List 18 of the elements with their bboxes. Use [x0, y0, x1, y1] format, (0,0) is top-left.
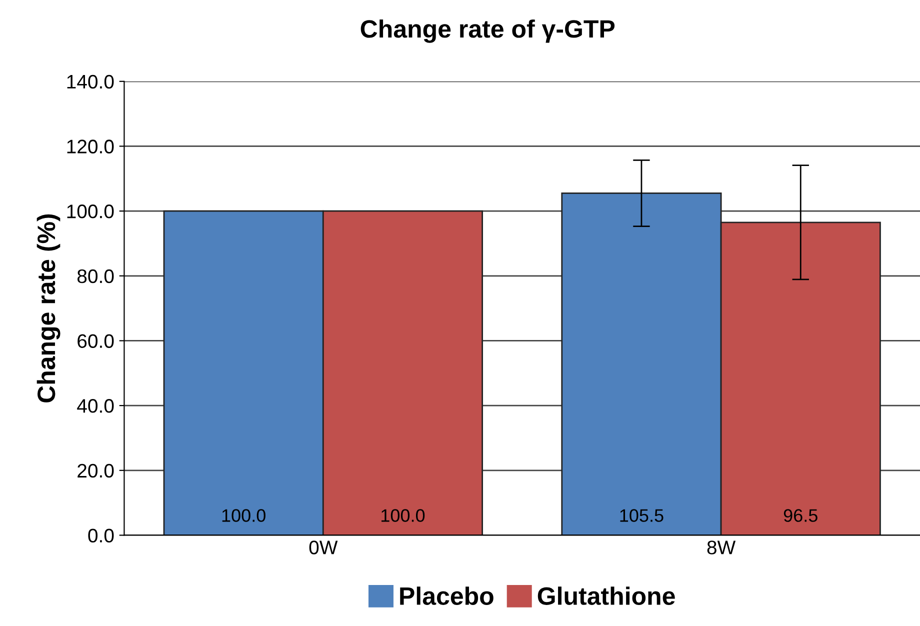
- legend-label: Glutathione: [538, 586, 675, 605]
- y-tick-label: 20.0: [78, 464, 114, 478]
- y-tick-label: 40.0: [77, 399, 114, 413]
- y-tick-label: 140.0: [67, 74, 114, 89]
- y-tick-label: 120.0: [67, 140, 114, 154]
- legend-label: Placebo: [400, 586, 494, 605]
- x-tick-label: 0W: [309, 540, 338, 554]
- y-tick-label: 80.0: [77, 269, 114, 284]
- y-tick-label: 100.0: [67, 204, 114, 218]
- data-label: 96.5: [784, 509, 818, 522]
- data-label: 100.0: [382, 509, 425, 522]
- x-tick-label: 8W: [707, 540, 736, 554]
- y-axis-title: Change rate (%): [36, 214, 60, 402]
- data-label: 100.0: [222, 509, 266, 522]
- y-tick-label: 0.0: [88, 528, 114, 542]
- chart-title: Change rate of γ-GTP: [360, 19, 615, 43]
- data-label: 105.5: [620, 509, 664, 522]
- y-tick-label: 60.0: [78, 334, 114, 348]
